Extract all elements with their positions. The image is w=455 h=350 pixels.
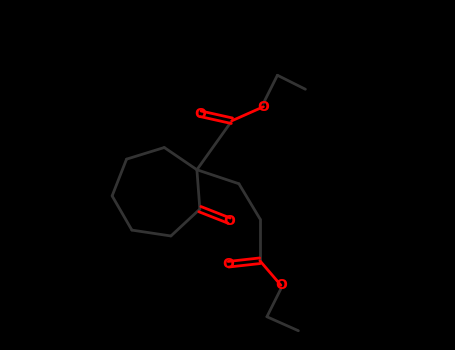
Text: O: O (275, 278, 287, 292)
Text: O: O (194, 107, 206, 121)
Text: O: O (222, 257, 234, 271)
Text: O: O (223, 214, 235, 228)
Text: O: O (258, 100, 269, 114)
